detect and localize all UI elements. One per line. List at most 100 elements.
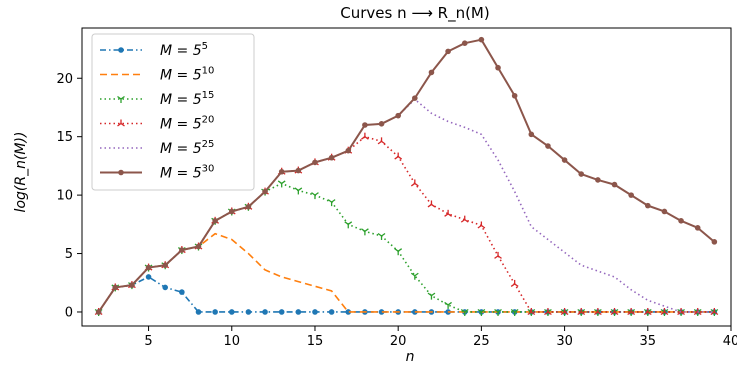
data-point bbox=[427, 292, 436, 300]
data-point bbox=[510, 308, 519, 316]
legend-marker bbox=[117, 119, 125, 127]
data-point bbox=[345, 309, 352, 315]
y-tick-label: 20 bbox=[56, 72, 73, 87]
data-point bbox=[611, 181, 618, 188]
data-point bbox=[195, 309, 202, 315]
data-point bbox=[179, 247, 185, 253]
x-tick-label: 40 bbox=[723, 334, 737, 349]
data-point bbox=[445, 48, 451, 55]
data-point bbox=[228, 309, 235, 315]
legend-entry: M = 520 bbox=[100, 115, 214, 133]
data-point bbox=[643, 307, 652, 316]
plot-area: 5 10 15 20 25 30 35 40 0 5 10 15 20 bbox=[56, 27, 737, 349]
data-point bbox=[312, 159, 318, 166]
legend-marker bbox=[118, 169, 124, 176]
data-point bbox=[644, 202, 651, 209]
data-point bbox=[362, 122, 368, 128]
x-axis: 5 10 15 20 25 30 35 40 bbox=[144, 326, 737, 349]
data-point bbox=[278, 309, 285, 315]
data-point bbox=[427, 200, 436, 208]
legend-marker bbox=[118, 47, 124, 53]
x-axis-label: n bbox=[406, 349, 415, 365]
data-point bbox=[162, 284, 169, 291]
data-point bbox=[345, 147, 352, 154]
data-point bbox=[412, 95, 418, 101]
data-point bbox=[262, 309, 268, 315]
data-point bbox=[710, 307, 719, 316]
data-point bbox=[460, 308, 469, 316]
data-point bbox=[395, 112, 401, 119]
plot-frame bbox=[81, 27, 732, 327]
data-point bbox=[410, 272, 419, 280]
legend: M = 55 M = 510 M = 515 M = 520 M = 525 M = 53… bbox=[91, 33, 255, 191]
data-point bbox=[461, 40, 468, 46]
data-point bbox=[595, 177, 601, 183]
y-axis-label: log(R_n(M)) bbox=[13, 132, 29, 213]
y-tick-label: 5 bbox=[65, 247, 73, 262]
data-point bbox=[528, 131, 535, 138]
x-tick-label: 15 bbox=[307, 334, 324, 349]
data-point bbox=[212, 309, 218, 315]
data-point bbox=[195, 243, 202, 250]
data-point bbox=[145, 264, 152, 271]
data-point bbox=[378, 121, 385, 127]
data-point bbox=[627, 307, 636, 316]
data-point bbox=[112, 284, 119, 291]
data-point bbox=[678, 218, 684, 224]
legend-label: M = 520 bbox=[160, 115, 214, 133]
data-point bbox=[327, 199, 336, 207]
data-point bbox=[661, 208, 668, 215]
data-point bbox=[561, 157, 568, 163]
legend-entry: M = 55 bbox=[100, 41, 208, 59]
data-point bbox=[694, 225, 701, 231]
data-point bbox=[410, 179, 419, 187]
data-point bbox=[294, 187, 303, 195]
data-point bbox=[162, 262, 169, 269]
data-point bbox=[145, 274, 152, 280]
data-point bbox=[262, 188, 268, 195]
y-tick-label: 0 bbox=[65, 305, 73, 320]
series-line bbox=[97, 232, 715, 313]
data-point bbox=[577, 307, 586, 316]
data-point bbox=[444, 301, 452, 309]
data-point bbox=[460, 215, 469, 223]
data-point bbox=[179, 289, 185, 295]
x-tick-label: 10 bbox=[223, 334, 240, 349]
data-point bbox=[212, 218, 218, 224]
data-point bbox=[344, 221, 353, 229]
data-point bbox=[477, 221, 486, 229]
data-point bbox=[428, 69, 435, 76]
data-point bbox=[628, 192, 634, 198]
data-point bbox=[544, 307, 552, 316]
data-point bbox=[593, 307, 602, 316]
legend-box bbox=[91, 33, 255, 191]
data-point bbox=[129, 282, 135, 288]
x-tick-label: 30 bbox=[556, 334, 573, 349]
x-tick-label: 25 bbox=[473, 334, 490, 349]
data-point bbox=[245, 204, 252, 210]
legend-label: M = 530 bbox=[160, 164, 214, 182]
legend-entry: M = 525 bbox=[100, 139, 214, 157]
legend-entry: M = 510 bbox=[100, 66, 214, 84]
data-point bbox=[494, 251, 502, 259]
legend-label: M = 510 bbox=[160, 66, 214, 84]
data-point bbox=[278, 168, 285, 175]
data-point bbox=[394, 248, 403, 256]
data-point bbox=[377, 232, 386, 241]
data-point bbox=[610, 307, 619, 316]
x-tick-label: 20 bbox=[390, 334, 407, 349]
data-point bbox=[228, 208, 235, 215]
data-point bbox=[312, 309, 318, 315]
legend-label: M = 55 bbox=[160, 41, 208, 59]
y-axis: 0 5 10 15 20 bbox=[56, 72, 82, 320]
data-point bbox=[660, 307, 669, 316]
data-point bbox=[295, 309, 302, 315]
series-layer bbox=[94, 36, 719, 316]
data-point bbox=[394, 152, 403, 160]
series-line bbox=[97, 276, 715, 313]
legend-label: M = 515 bbox=[160, 90, 214, 108]
data-point bbox=[377, 137, 386, 145]
legend-label: M = 525 bbox=[160, 139, 214, 157]
legend-entry: M = 530 bbox=[100, 164, 214, 182]
